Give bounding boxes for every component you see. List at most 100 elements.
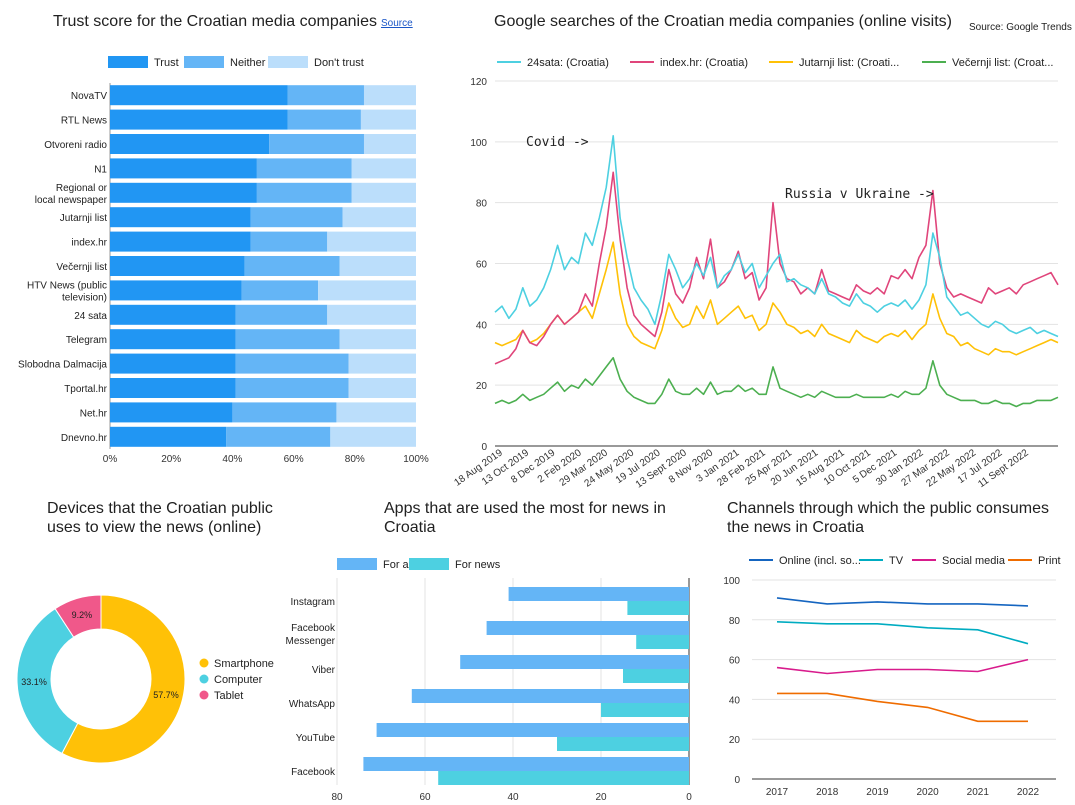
trust-category-label: Jutarnji list <box>60 213 107 224</box>
channels-chart-title: Channels through which the public consum… <box>727 500 1049 536</box>
trust-legend-1-label: Neither <box>230 57 266 69</box>
searches-series-line <box>494 135 1059 338</box>
trust-category-label: Tportal.hr <box>64 384 107 395</box>
searches-chart-title: Google searches of the Croatian media co… <box>494 13 953 30</box>
apps-x-tick: 40 <box>507 792 519 803</box>
channels-x-tick: 2018 <box>816 787 839 798</box>
devices-slice <box>54 594 102 638</box>
channels-x-tick: 2017 <box>766 787 789 798</box>
trust-bar <box>226 426 331 447</box>
trust-category-label: Telegram <box>66 335 107 346</box>
trust-bar <box>330 426 416 447</box>
trust-bar <box>342 207 416 228</box>
devices-slice-label: 33.1% <box>21 677 47 687</box>
apps-legend-0-label: For all <box>383 559 414 571</box>
trust-category-label: Dnevno.hr <box>61 433 108 444</box>
trust-bar <box>110 182 257 203</box>
trust-bar <box>235 329 340 350</box>
apps-x-tick: 20 <box>595 792 607 803</box>
channels-x-tick: 2022 <box>1017 787 1040 798</box>
searches-series-line <box>494 356 1059 408</box>
trust-x-tick: 20% <box>161 454 181 465</box>
searches-y-tick: 100 <box>470 138 487 149</box>
trust-category-label: Otvoreni radio <box>44 140 107 151</box>
trust-category-label: index.hr <box>71 238 107 249</box>
trust-legend-2-label: Don't trust <box>314 57 364 69</box>
trust-bar <box>110 329 236 350</box>
apps-legend-1-swatch <box>409 558 449 570</box>
trust-bar <box>250 207 343 228</box>
devices-legend-0-swatch <box>199 658 209 668</box>
searches-y-tick: 40 <box>476 320 488 331</box>
apps-bar-for-news <box>623 669 689 683</box>
trust-bar <box>256 158 352 179</box>
trust-bar <box>110 304 236 325</box>
trust-bar <box>110 158 257 179</box>
apps-bar-for-all <box>486 621 689 635</box>
channels-legend-3-label: Print <box>1038 555 1061 567</box>
apps-legend-0-swatch <box>337 558 377 570</box>
devices-slice <box>61 594 186 764</box>
channels-y-tick: 0 <box>734 775 740 786</box>
trust-bar <box>235 378 349 398</box>
channels-series-line <box>776 597 1029 607</box>
trust-legend-0-label: Trust <box>154 57 179 69</box>
trust-category-label: RTL News <box>61 116 107 127</box>
source-link[interactable]: Source <box>381 18 413 29</box>
trust-bar <box>250 231 328 252</box>
searches-legend-0-label: 24sata: (Croatia) <box>527 57 609 69</box>
trust-bar <box>235 304 328 325</box>
apps-category-label: YouTube <box>296 733 336 744</box>
apps-bar-for-news <box>601 703 689 717</box>
apps-bar-for-news <box>557 737 689 751</box>
trust-x-tick: 80% <box>345 454 365 465</box>
devices-slice-label: 9.2% <box>72 610 93 620</box>
apps-bar-for-all <box>376 723 689 737</box>
trust-bar <box>110 85 288 106</box>
trust-category-label: Net.hr <box>80 408 108 419</box>
trust-bar <box>110 207 251 228</box>
searches-series-line <box>494 241 1059 356</box>
apps-bar-for-news <box>636 635 689 649</box>
apps-category-label: Instagram <box>291 597 335 608</box>
channels-x-tick: 2019 <box>866 787 889 798</box>
trust-bar <box>232 402 337 423</box>
trust-bar <box>110 353 236 374</box>
channels-y-tick: 60 <box>729 656 741 667</box>
channels-series-line <box>777 692 1028 723</box>
devices-legend-1-label: Computer <box>214 674 263 686</box>
trust-legend-0-swatch <box>108 56 148 68</box>
apps-category-label: Viber <box>312 665 336 676</box>
trust-bar <box>348 378 416 398</box>
trust-bar <box>339 256 416 276</box>
apps-legend-1-label: For news <box>455 559 501 571</box>
trust-bar <box>363 134 416 154</box>
trust-x-tick: 40% <box>222 454 242 465</box>
trust-bar <box>287 109 361 130</box>
trust-bar <box>235 353 349 374</box>
apps-bar-for-all <box>411 689 689 703</box>
channels-y-tick: 80 <box>729 616 741 627</box>
covid-annotation: Covid -> <box>526 135 589 150</box>
trust-bar <box>269 134 364 154</box>
trust-bar <box>244 256 340 276</box>
trust-category-label: 24 sata <box>74 311 107 322</box>
channels-legend-2-label: Social media <box>942 555 1006 567</box>
trust-category-label: Regional or local newspaper <box>35 183 108 206</box>
apps-bar-for-all <box>460 655 689 669</box>
trust-bar <box>256 182 352 203</box>
searches-y-tick: 60 <box>476 260 488 271</box>
trust-bar <box>318 280 416 301</box>
channels-x-tick: 2020 <box>916 787 939 798</box>
searches-y-tick: 80 <box>476 199 488 210</box>
trust-bar <box>110 109 288 130</box>
searches-y-tick: 20 <box>476 381 488 392</box>
apps-x-tick: 60 <box>419 792 431 803</box>
trust-x-tick: 60% <box>284 454 304 465</box>
trust-bar <box>348 353 416 374</box>
searches-y-tick: 120 <box>470 77 487 88</box>
trust-bar <box>351 182 416 203</box>
